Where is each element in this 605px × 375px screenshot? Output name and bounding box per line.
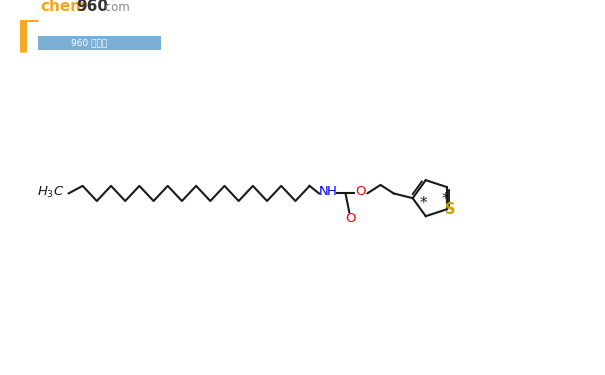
Text: *: *: [441, 192, 449, 207]
Text: H: H: [327, 185, 336, 198]
Text: N: N: [319, 185, 329, 198]
Text: 960 化工网: 960 化工网: [71, 39, 107, 48]
Text: 960: 960: [76, 0, 108, 14]
Text: *: *: [420, 196, 428, 211]
Text: O: O: [355, 185, 366, 198]
Text: O: O: [345, 211, 356, 225]
Text: S: S: [445, 202, 456, 217]
FancyBboxPatch shape: [38, 36, 161, 50]
Text: .com: .com: [102, 1, 130, 14]
Text: chem: chem: [40, 0, 87, 14]
Text: $H_3C$: $H_3C$: [38, 185, 65, 200]
